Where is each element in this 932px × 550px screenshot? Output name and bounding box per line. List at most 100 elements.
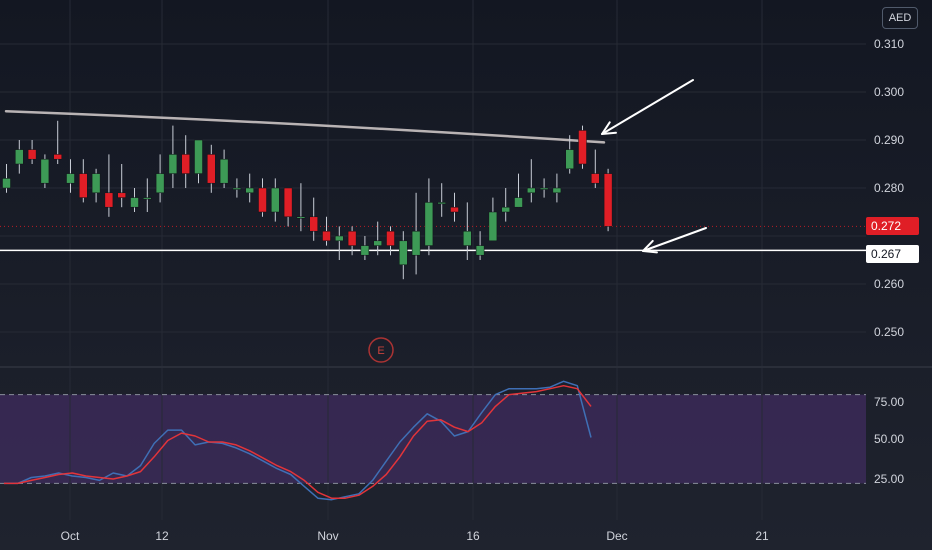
candle-body: [463, 230, 472, 246]
candle-body: [552, 187, 562, 194]
candle: [373, 221, 382, 256]
arrow-shaft: [642, 227, 707, 252]
candle: [245, 173, 254, 203]
candle-body: [373, 240, 382, 246]
oscillator-chart-svg: [0, 368, 866, 520]
price-pane[interactable]: E: [0, 0, 866, 366]
price-tick-label: 0.280: [874, 181, 905, 195]
candle-body: [79, 173, 88, 198]
candle-body: [450, 206, 459, 213]
candle-body: [411, 230, 421, 256]
oscillator-k-line: [4, 380, 592, 501]
candle: [437, 183, 446, 217]
price-tick-label: 0.300: [874, 85, 905, 99]
candle-body: [488, 211, 498, 242]
candle-body: [181, 154, 190, 174]
candle-body: [475, 245, 485, 256]
candle: [399, 231, 408, 280]
candle: [565, 135, 574, 174]
candle-body: [565, 149, 574, 170]
candle-body: [27, 149, 37, 160]
candle-body: [271, 187, 280, 213]
oscillator-pane[interactable]: [0, 368, 866, 520]
time-axis-label: 16: [466, 529, 480, 543]
candle-body: [40, 158, 50, 184]
candle-body: [143, 197, 152, 200]
candle-body: [527, 187, 536, 194]
currency-badge[interactable]: AED: [882, 7, 918, 29]
candle: [117, 164, 126, 208]
annotation-arrow-top: [601, 79, 694, 135]
candle: [360, 236, 370, 260]
candle-body: [309, 216, 318, 232]
candle-body: [386, 230, 395, 246]
candle-body: [2, 178, 11, 189]
overbought-oversold-band: [0, 394, 866, 484]
candle-body: [578, 130, 587, 165]
candle-body: [194, 139, 203, 174]
candle-body: [207, 154, 216, 184]
time-axis-label: Oct: [60, 529, 80, 543]
candle: [66, 159, 75, 193]
candle: [539, 178, 549, 198]
candle-body: [437, 202, 446, 205]
candle-body: [360, 245, 370, 256]
candle: [347, 226, 357, 256]
candle: [15, 140, 24, 174]
oscillator-axis[interactable]: 75.00 50.00 25.00: [866, 368, 932, 520]
candle: [386, 226, 395, 256]
candle: [309, 197, 318, 241]
candle: [424, 178, 434, 256]
candle: [219, 149, 229, 188]
candle-body: [322, 230, 331, 242]
candle-body: [424, 202, 434, 246]
arrow-shaft: [601, 79, 694, 135]
candle-body: [168, 154, 178, 174]
candle: [527, 159, 536, 203]
candle-body: [514, 197, 523, 208]
time-axis-label: Nov: [317, 529, 339, 543]
candle: [271, 178, 280, 222]
candle: [104, 154, 114, 217]
candle: [232, 178, 242, 198]
candle: [578, 125, 587, 169]
candle: [53, 120, 62, 164]
price-tick-label: 0.260: [874, 277, 905, 291]
price-chart-svg: E: [0, 79, 866, 363]
candle: [79, 159, 88, 203]
time-axis-label: 21: [755, 529, 769, 543]
candle: [143, 178, 152, 212]
candle: [463, 202, 472, 260]
candle: [91, 168, 101, 203]
osc-tick-label: 50.00: [874, 432, 905, 446]
candle: [2, 164, 11, 193]
candle-body: [399, 240, 408, 266]
candle: [181, 135, 190, 188]
pane-divider[interactable]: [0, 366, 932, 368]
candle: [296, 183, 306, 232]
earnings-marker: E: [368, 337, 394, 363]
candle-body: [232, 187, 242, 190]
last-price-tag: 0.272: [866, 217, 919, 235]
candle-body: [91, 173, 101, 194]
price-tick-label: 0.290: [874, 133, 905, 147]
annotation-arrow-bottom: [642, 227, 707, 254]
candle-body: [347, 230, 357, 246]
candle-body: [283, 187, 293, 218]
candle: [168, 125, 178, 188]
candle: [475, 231, 485, 260]
candle-body: [501, 206, 510, 213]
support-price-tag: 0.267: [866, 245, 919, 263]
candle: [207, 144, 216, 193]
candle: [411, 192, 421, 275]
candle-body: [104, 192, 114, 208]
arrow-head: [601, 121, 617, 135]
osc-tick-label: 75.00: [874, 395, 905, 409]
candle: [322, 216, 331, 246]
candle-body: [245, 187, 254, 194]
candle: [501, 188, 510, 222]
time-axis-label: Dec: [606, 529, 628, 543]
price-axis[interactable]: 0.310 0.300 0.290 0.280 0.260 0.250: [866, 0, 932, 366]
candle: [514, 173, 523, 208]
